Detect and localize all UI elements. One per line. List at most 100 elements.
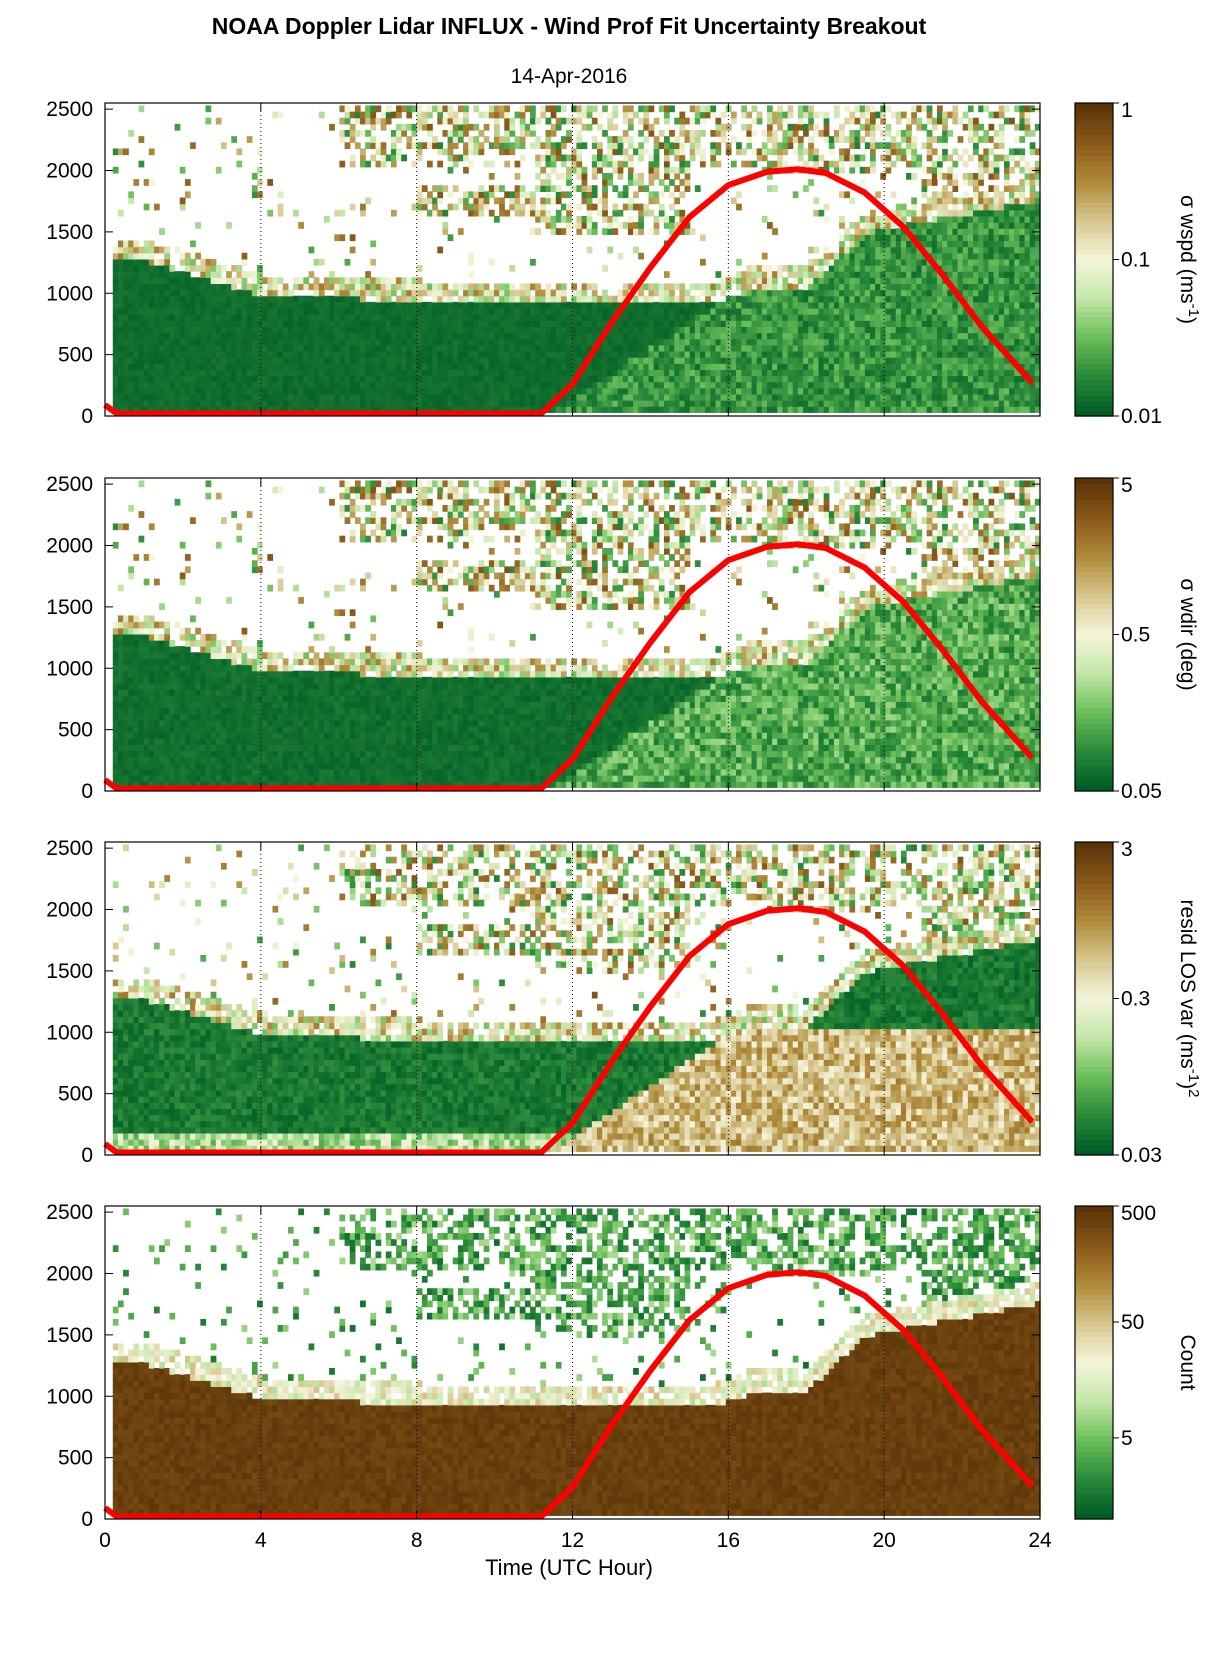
heatmap-cell (128, 375, 134, 383)
heatmap-cell (895, 381, 902, 389)
heatmap-cell (895, 283, 902, 291)
heatmap-cell (148, 350, 155, 358)
heatmap-cell (674, 338, 681, 346)
heatmap-cell (550, 338, 557, 346)
heatmap-cell (463, 363, 469, 370)
heatmap-cell (751, 117, 758, 125)
heatmap-cell (890, 222, 897, 229)
heatmap-cell (895, 357, 902, 364)
heatmap-cell (385, 375, 392, 383)
heatmap-cell (916, 344, 923, 352)
heatmap-cell (251, 172, 258, 180)
heatmap-cell (566, 406, 572, 413)
heatmap-cell (390, 160, 397, 168)
heatmap-cell (550, 320, 557, 327)
heatmap-cell (638, 344, 644, 352)
heatmap-cell (792, 326, 799, 334)
heatmap-cell (803, 130, 809, 137)
heatmap-cell (370, 142, 377, 150)
heatmap-cell (849, 400, 856, 407)
heatmap-cell (612, 400, 619, 407)
heatmap-cell (906, 375, 912, 383)
heatmap-cell (597, 387, 603, 395)
heatmap-cell (777, 400, 784, 407)
heatmap-cell (488, 105, 495, 113)
heatmap-cell (694, 307, 701, 315)
heatmap-cell (931, 222, 938, 229)
heatmap-cell (411, 350, 418, 358)
heatmap-cell (427, 387, 433, 395)
heatmap-cell (396, 350, 402, 358)
heatmap-cell (478, 406, 485, 413)
heatmap-cell (653, 228, 660, 235)
heatmap-cell (540, 326, 547, 334)
heatmap-cell (251, 326, 258, 334)
heatmap-cell (499, 105, 505, 113)
heatmap-cell (880, 307, 887, 315)
heatmap-cell (427, 289, 433, 297)
heatmap-cell (540, 197, 547, 205)
heatmap-cell (638, 105, 644, 113)
heatmap-cell (823, 387, 830, 395)
heatmap-cell (818, 271, 825, 278)
heatmap-cell (705, 393, 711, 401)
heatmap-cell (839, 240, 845, 248)
heatmap-cell (488, 369, 495, 377)
heatmap-cell (375, 344, 382, 352)
heatmap-cell (205, 344, 212, 352)
heatmap-cell (375, 148, 382, 156)
heatmap-cell (926, 117, 933, 125)
heatmap-cell (591, 117, 598, 125)
heatmap-cell (499, 295, 505, 303)
heatmap-cell (936, 203, 943, 211)
heatmap-cell (220, 381, 227, 389)
heatmap-cell (432, 350, 438, 358)
heatmap-cell (154, 320, 160, 327)
heatmap-cell (756, 320, 763, 327)
heatmap-cell (597, 160, 603, 168)
heatmap-cell (839, 381, 845, 389)
heatmap-cell (803, 307, 809, 315)
heatmap-cell (483, 400, 490, 407)
heatmap-cell (761, 295, 768, 303)
heatmap-cell (870, 234, 876, 242)
heatmap-cell (463, 344, 469, 352)
heatmap-cell (849, 307, 856, 315)
heatmap-cell (555, 148, 562, 156)
heatmap-cell (653, 369, 660, 377)
heatmap-cell (380, 357, 387, 364)
heatmap-cell (138, 301, 145, 309)
heatmap-cell (354, 277, 361, 285)
heatmap-cell (349, 301, 356, 309)
heatmap-cell (936, 111, 943, 119)
heatmap-cell (138, 265, 145, 272)
heatmap-cell (679, 369, 686, 377)
heatmap-cell (622, 289, 629, 297)
heatmap-cell (514, 136, 521, 143)
heatmap-cell (566, 338, 572, 346)
heatmap-cell (210, 295, 217, 303)
heatmap-cell (844, 277, 851, 285)
heatmap-cell (231, 307, 238, 315)
heatmap-cell (622, 314, 629, 321)
heatmap-cell (190, 320, 196, 327)
heatmap-cell (694, 136, 701, 143)
heatmap-cell (344, 369, 351, 377)
heatmap-cell (797, 375, 804, 383)
heatmap-cell (545, 344, 552, 352)
heatmap-cell (926, 289, 933, 297)
heatmap-cell (808, 111, 814, 119)
heatmap-cell (555, 387, 562, 395)
heatmap-cell (401, 123, 408, 131)
heatmap-cell (560, 191, 567, 199)
heatmap-cell (220, 406, 227, 413)
heatmap-cell (700, 393, 706, 401)
heatmap-cell (597, 400, 603, 407)
heatmap-cell (323, 381, 330, 389)
heatmap-cell (215, 295, 222, 303)
heatmap-cell (751, 406, 758, 413)
heatmap-cell (323, 338, 330, 346)
heatmap-cell (942, 393, 948, 401)
heatmap-cell (689, 154, 696, 162)
